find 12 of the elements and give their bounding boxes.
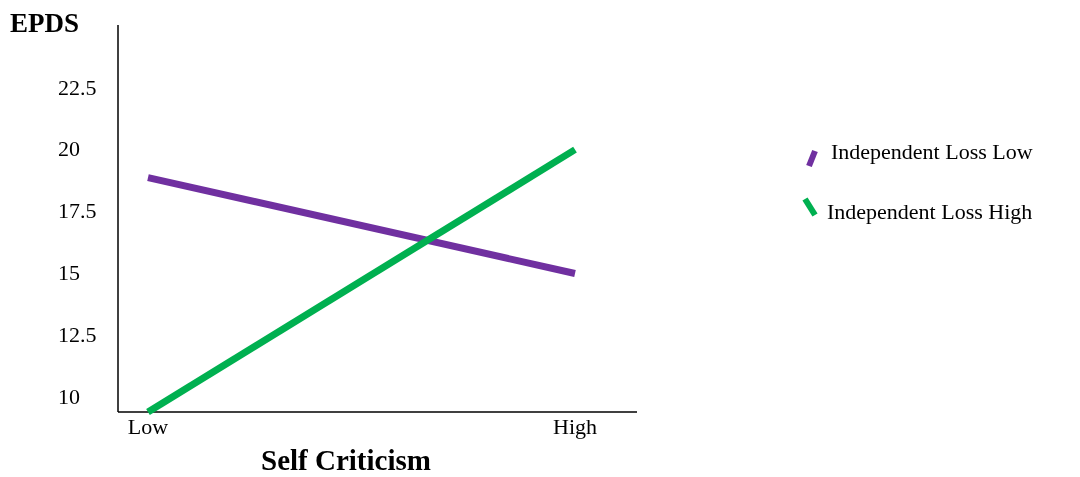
x-tick-label: High bbox=[553, 414, 597, 439]
x-axis-title: Self Criticism bbox=[261, 444, 431, 476]
y-axis-title: EPDS bbox=[10, 8, 80, 38]
y-tick-label: 15 bbox=[58, 259, 80, 285]
y-tick-label: 10 bbox=[58, 383, 80, 409]
legend-label: Independent Loss High bbox=[827, 198, 1033, 224]
y-tick-label: 12.5 bbox=[58, 321, 97, 347]
x-tick-label: Low bbox=[127, 414, 169, 439]
y-tick-label: 20 bbox=[58, 136, 80, 162]
y-tick-label: 17.5 bbox=[58, 198, 97, 224]
legend-label: Independent Loss Low bbox=[831, 138, 1033, 164]
y-tick-label: 22.5 bbox=[58, 74, 97, 100]
